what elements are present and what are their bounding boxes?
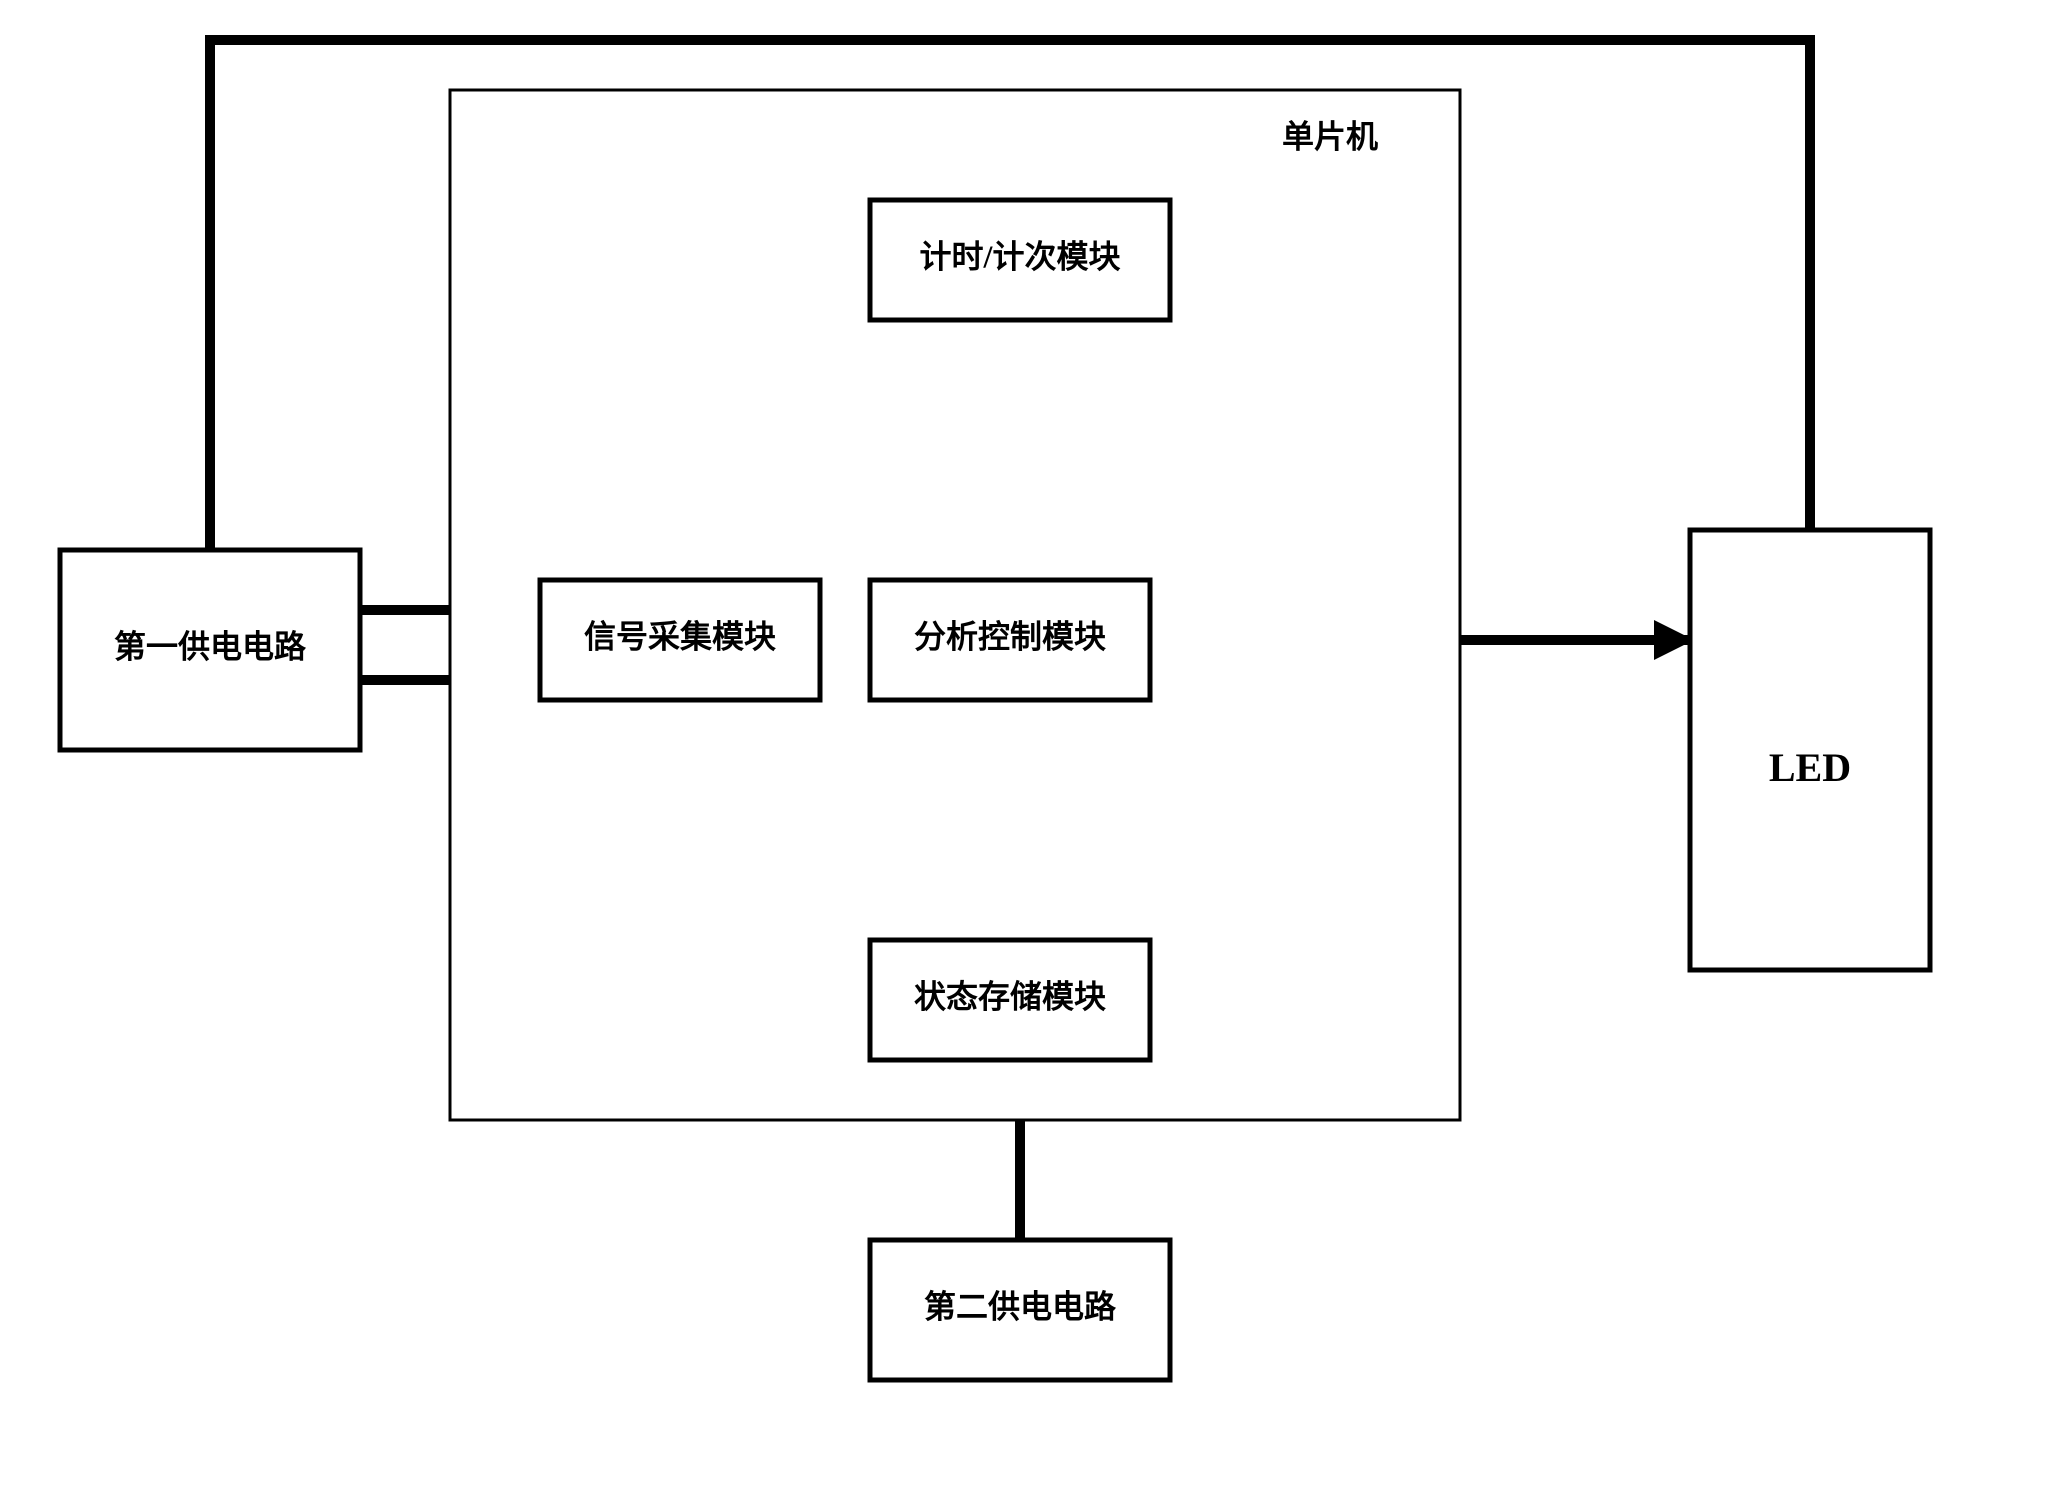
node-signal: 信号采集模块 — [540, 580, 820, 700]
node-power2: 第二供电电路 — [870, 1240, 1170, 1380]
node-label-power2: 第二供电电路 — [924, 1288, 1117, 1324]
node-power1: 第一供电电路 — [60, 550, 360, 750]
node-analysis: 分析控制模块 — [870, 580, 1150, 700]
node-label-power1: 第一供电电路 — [114, 628, 307, 664]
node-label-mcu_container: 单片机 — [1282, 118, 1378, 154]
node-label-analysis: 分析控制模块 — [914, 618, 1106, 654]
node-label-led: LED — [1769, 745, 1851, 790]
block-diagram: 单片机第一供电电路 计时/计次模块信号采集模块 分析控制模块状态存储模块 LED 第二供… — [0, 0, 2064, 1488]
node-led: LED — [1690, 530, 1930, 970]
node-label-timer: 计时/计次模块 — [920, 238, 1121, 274]
node-state: 状态存储模块 — [870, 940, 1150, 1060]
node-label-signal: 信号采集模块 — [584, 618, 776, 654]
node-label-state: 状态存储模块 — [914, 978, 1106, 1014]
nodes-layer: 单片机第一供电电路 计时/计次模块信号采集模块 分析控制模块状态存储模块 LED 第二供… — [60, 90, 1930, 1380]
node-timer: 计时/计次模块 — [870, 200, 1170, 320]
